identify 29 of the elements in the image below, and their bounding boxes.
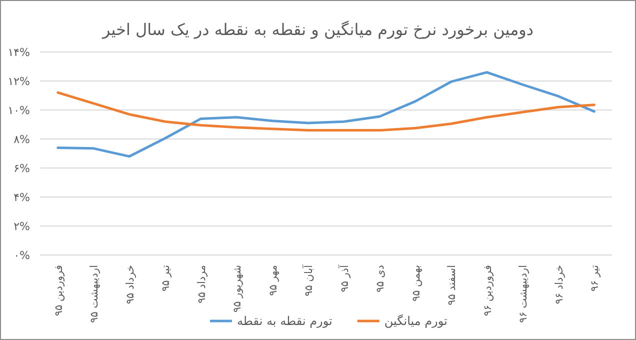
x-tick-label: خرداد ۹۵	[124, 265, 136, 304]
legend-label: تورم نقطه به نقطه	[237, 314, 332, 328]
x-tick-label: دی ۹۵	[374, 264, 387, 293]
x-tick-label: مرداد ۹۵	[196, 265, 208, 304]
x-tick-label: اردیبهشت ۹۶	[518, 265, 530, 323]
x-tick-label: فروردین ۹۶	[482, 265, 494, 316]
y-tick-label: ۶%	[14, 162, 30, 175]
x-tick-label: آبان ۹۵	[302, 264, 316, 296]
y-tick-label: ۴%	[14, 191, 30, 204]
x-tick-label: فروردین ۹۵	[52, 265, 65, 316]
x-tick-label: اسفند ۹۵	[446, 265, 458, 306]
legend-label: تورم میانگین	[384, 314, 448, 328]
x-tick-label: مهر ۹۵	[267, 265, 280, 296]
line-series	[56, 91, 596, 132]
y-tick-label: ۱۲%	[8, 75, 30, 88]
y-tick-label: ۲%	[14, 220, 30, 233]
y-tick-label: ۰%	[14, 249, 30, 262]
x-tick-label: بهمن ۹۵	[410, 265, 422, 302]
x-tick-label: تیر ۹۶	[589, 264, 602, 292]
x-tick-label: آذر ۹۵	[338, 264, 351, 292]
x-tick-label: اردیبهشت ۹۵	[88, 265, 101, 323]
y-tick-label: ۱۴%	[8, 46, 30, 59]
y-tick-label: ۱۰%	[8, 104, 30, 117]
line-series	[56, 71, 596, 158]
x-tick-label: خرداد ۹۶	[553, 265, 566, 304]
x-tick-label: شهریور ۹۵	[232, 265, 244, 312]
y-tick-label: ۸%	[14, 133, 30, 146]
x-tick-label: تیر ۹۵	[160, 264, 172, 292]
chart-title: دومین برخورد نرخ تورم میانگین و نقطه به نقطه در یک سال اخیر	[101, 20, 534, 39]
